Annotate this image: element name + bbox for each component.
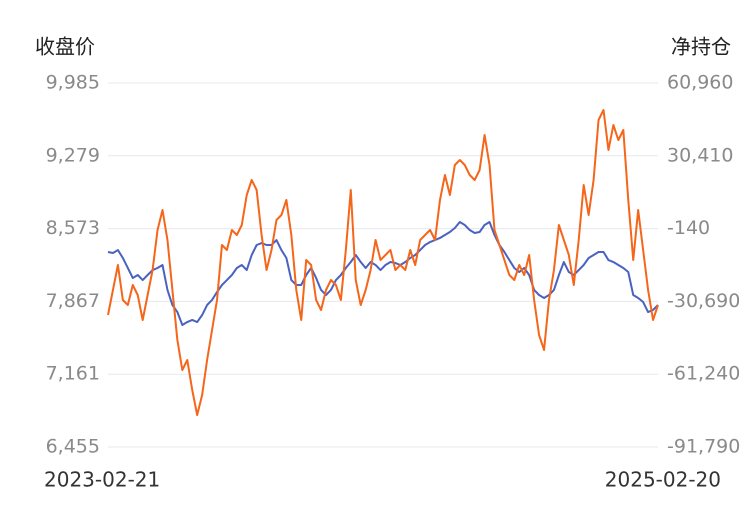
y2-tick-label: -61,240 <box>667 363 740 385</box>
y2-tick-label: 30,410 <box>667 144 733 166</box>
y2-tick-label: -140 <box>667 217 710 239</box>
line-series <box>107 109 659 416</box>
x-tick-label: 2023-02-21 <box>44 468 160 492</box>
y-tick-label: 6,455 <box>46 436 100 458</box>
y-tick-label: 9,985 <box>46 72 100 94</box>
line-series <box>107 221 659 327</box>
x-tick-label: 2025-02-20 <box>605 468 721 492</box>
y-tick-label: 9,279 <box>46 144 100 166</box>
y2-tick-label: 60,960 <box>667 72 733 94</box>
y2-tick-label: -91,790 <box>667 436 740 458</box>
y-axis-title: 收盘价 <box>35 35 95 59</box>
y2-axis-title: 净持仓 <box>671 35 731 59</box>
y-tick-label: 7,867 <box>46 290 100 312</box>
y2-tick-label: -30,690 <box>667 290 740 312</box>
y-tick-label: 8,573 <box>46 217 100 239</box>
y-tick-label: 7,161 <box>46 363 100 385</box>
